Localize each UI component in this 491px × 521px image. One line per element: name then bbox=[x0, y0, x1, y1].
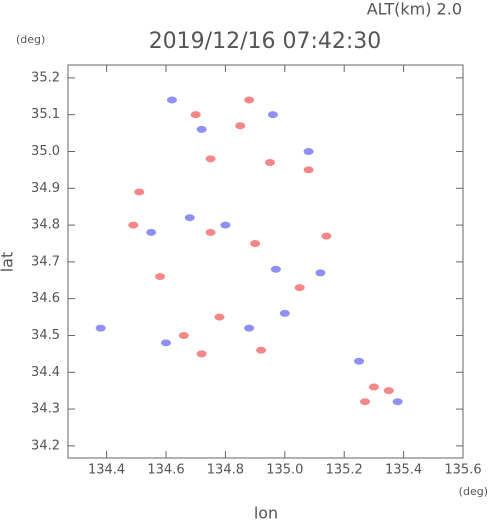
y-tick-label: 35.1 bbox=[31, 107, 60, 122]
echo-patch bbox=[270, 265, 281, 273]
x-unit: (deg) bbox=[459, 485, 488, 498]
echo-patch bbox=[134, 188, 145, 196]
echo-patch bbox=[214, 313, 225, 321]
echo-patch bbox=[264, 159, 275, 167]
y-tick-label: 35.2 bbox=[31, 70, 60, 85]
y-tick-label: 34.7 bbox=[31, 254, 60, 269]
echo-patch bbox=[244, 96, 255, 104]
echo-patch bbox=[294, 284, 305, 292]
x-tick-label: 135.2 bbox=[326, 463, 363, 478]
echo-patch bbox=[235, 122, 246, 130]
echo-patch bbox=[279, 309, 290, 317]
x-tick-label: 134.6 bbox=[147, 463, 184, 478]
x-tick-label: 135.0 bbox=[266, 463, 303, 478]
echo-patch bbox=[368, 383, 379, 391]
echo-patch bbox=[196, 125, 207, 133]
echo-patch bbox=[161, 339, 172, 347]
y-tick-label: 34.3 bbox=[31, 402, 60, 417]
echo-patch bbox=[178, 331, 189, 339]
altitude-label: ALT(km) 2.0 bbox=[367, 0, 462, 19]
y-tick-label: 34.9 bbox=[31, 181, 60, 196]
echo-patch bbox=[354, 357, 365, 365]
echo-patch bbox=[250, 239, 261, 247]
echo-patch bbox=[95, 324, 106, 332]
y-tick-label: 35.0 bbox=[31, 144, 60, 159]
echo-patch bbox=[166, 96, 177, 104]
echo-patch bbox=[244, 324, 255, 332]
x-tick-label: 134.8 bbox=[207, 463, 244, 478]
y-unit: (deg) bbox=[16, 33, 45, 46]
echo-patch bbox=[220, 221, 231, 229]
x-axis-label: lon bbox=[254, 504, 278, 521]
echo-patch bbox=[303, 166, 314, 174]
echo-patch bbox=[315, 269, 326, 277]
echo-patch bbox=[155, 273, 166, 281]
echo-patch bbox=[383, 387, 394, 395]
echo-patch bbox=[128, 221, 139, 229]
y-tick-label: 34.5 bbox=[31, 328, 60, 343]
y-tick-label: 34.2 bbox=[31, 438, 60, 453]
echo-patch bbox=[256, 346, 267, 354]
echo-patch bbox=[184, 214, 195, 222]
y-tick-label: 34.4 bbox=[31, 365, 60, 380]
echo-patch bbox=[359, 398, 370, 406]
y-tick-label: 34.8 bbox=[31, 218, 60, 233]
echo-patch bbox=[205, 155, 216, 163]
y-axis-label: lat bbox=[0, 252, 17, 273]
echo-patch bbox=[205, 228, 216, 236]
echo-patch bbox=[190, 111, 201, 119]
echo-patch bbox=[146, 228, 157, 236]
x-tick-label: 135.4 bbox=[385, 463, 422, 478]
x-tick-label: 134.4 bbox=[88, 463, 125, 478]
echo-patch bbox=[303, 147, 314, 155]
chart-title: 2019/12/16 07:42:30 bbox=[149, 29, 382, 54]
y-tick-label: 34.6 bbox=[31, 291, 60, 306]
plot-frame bbox=[67, 64, 464, 459]
echo-patch bbox=[392, 398, 403, 406]
echo-patch bbox=[321, 232, 332, 240]
echo-patch bbox=[267, 111, 278, 119]
x-tick-label: 135.6 bbox=[444, 463, 481, 478]
echo-patch bbox=[196, 350, 207, 358]
